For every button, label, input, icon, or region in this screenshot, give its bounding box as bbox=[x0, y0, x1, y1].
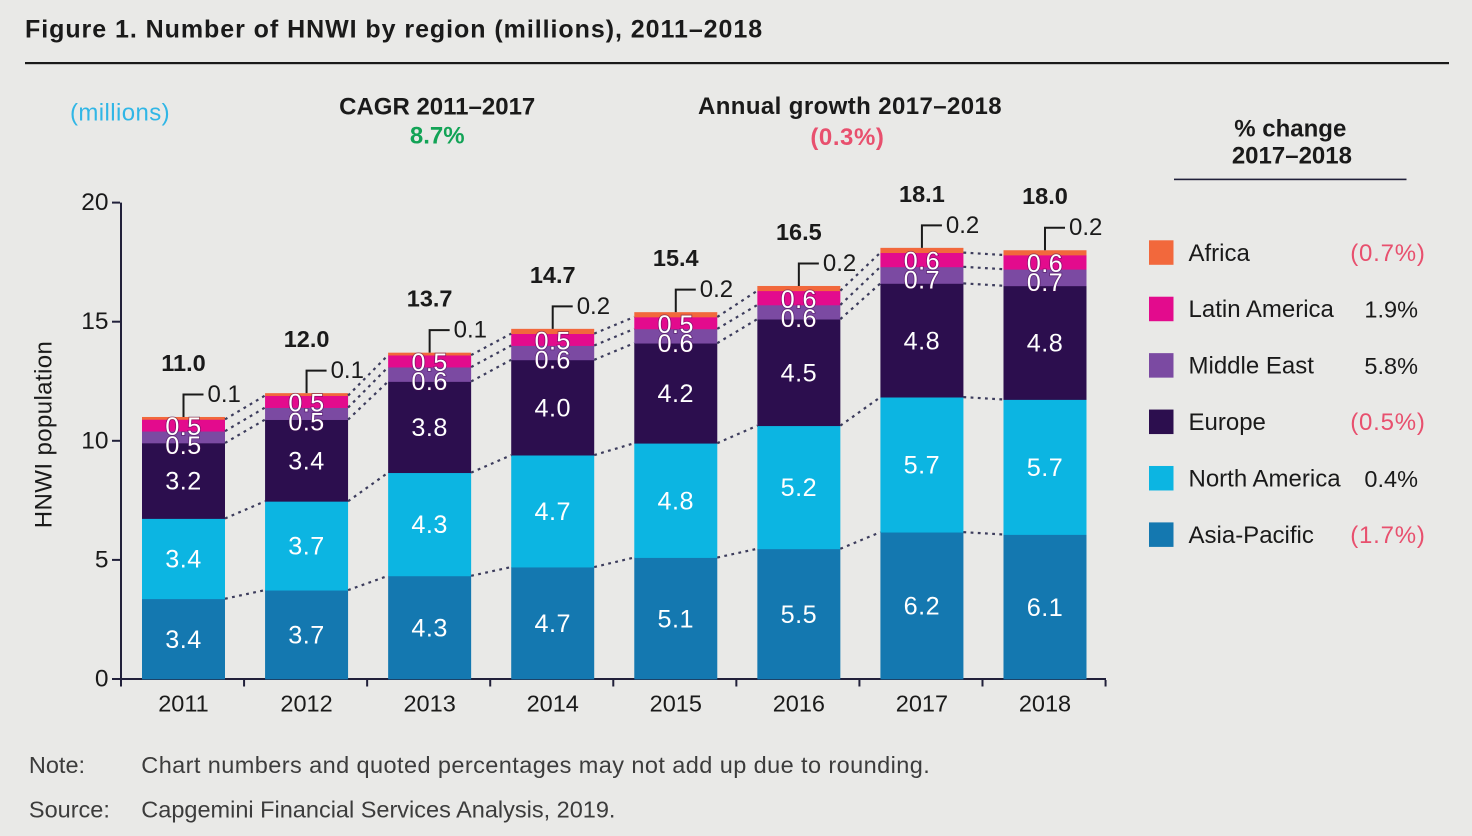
svg-text:(1.7%): (1.7%) bbox=[1350, 522, 1426, 549]
svg-text:18.1: 18.1 bbox=[899, 181, 945, 207]
svg-text:0.7: 0.7 bbox=[1027, 269, 1063, 297]
svg-text:0.4%: 0.4% bbox=[1364, 466, 1418, 492]
svg-text:4.7: 4.7 bbox=[534, 610, 571, 638]
svg-text:0.7: 0.7 bbox=[904, 267, 940, 295]
svg-text:(0.3%): (0.3%) bbox=[810, 124, 884, 151]
svg-text:18.0: 18.0 bbox=[1022, 183, 1068, 209]
svg-text:0.6: 0.6 bbox=[1027, 250, 1063, 278]
svg-text:4.5: 4.5 bbox=[781, 359, 818, 387]
svg-text:5.5: 5.5 bbox=[781, 601, 818, 629]
svg-text:2012: 2012 bbox=[280, 691, 332, 717]
svg-text:Source:: Source: bbox=[29, 797, 110, 823]
svg-text:13.7: 13.7 bbox=[407, 286, 453, 312]
svg-text:(0.5%): (0.5%) bbox=[1350, 409, 1426, 436]
svg-text:HNWI population: HNWI population bbox=[31, 341, 58, 528]
svg-text:5.7: 5.7 bbox=[904, 452, 941, 480]
svg-text:5: 5 bbox=[95, 546, 109, 573]
svg-text:16.5: 16.5 bbox=[776, 219, 822, 245]
svg-text:0.2: 0.2 bbox=[946, 212, 979, 239]
svg-text:(millions): (millions) bbox=[70, 100, 170, 127]
svg-text:6.2: 6.2 bbox=[904, 593, 941, 621]
svg-text:5.1: 5.1 bbox=[658, 605, 695, 633]
svg-text:3.4: 3.4 bbox=[165, 626, 202, 654]
svg-text:0: 0 bbox=[95, 666, 109, 693]
svg-text:1.9%: 1.9% bbox=[1364, 297, 1418, 323]
svg-text:0.6: 0.6 bbox=[781, 286, 817, 314]
svg-text:2014: 2014 bbox=[527, 691, 579, 717]
svg-text:0.2: 0.2 bbox=[823, 250, 856, 277]
svg-text:CAGR 2011–2017: CAGR 2011–2017 bbox=[339, 93, 535, 120]
svg-text:4.8: 4.8 bbox=[904, 327, 941, 355]
svg-text:0.5: 0.5 bbox=[412, 349, 448, 377]
svg-text:2018: 2018 bbox=[1019, 691, 1071, 717]
svg-text:10: 10 bbox=[81, 427, 108, 454]
svg-text:3.2: 3.2 bbox=[165, 468, 202, 496]
svg-text:0.1: 0.1 bbox=[331, 357, 364, 384]
svg-text:2017: 2017 bbox=[896, 691, 948, 717]
svg-text:4.8: 4.8 bbox=[658, 487, 695, 515]
svg-text:3.8: 3.8 bbox=[411, 414, 448, 442]
svg-text:4.2: 4.2 bbox=[658, 380, 695, 408]
svg-text:0.1: 0.1 bbox=[454, 317, 487, 344]
svg-text:0.2: 0.2 bbox=[1069, 214, 1102, 241]
svg-text:0.5: 0.5 bbox=[658, 311, 694, 339]
svg-text:Europe: Europe bbox=[1189, 409, 1266, 436]
svg-text:0.5: 0.5 bbox=[288, 409, 324, 437]
svg-text:4.3: 4.3 bbox=[411, 511, 448, 539]
svg-text:12.0: 12.0 bbox=[284, 326, 330, 352]
svg-text:Africa: Africa bbox=[1189, 240, 1251, 267]
svg-text:3.7: 3.7 bbox=[288, 622, 325, 650]
svg-text:Note:: Note: bbox=[29, 752, 85, 778]
svg-text:North America: North America bbox=[1189, 465, 1342, 492]
svg-text:5.8%: 5.8% bbox=[1364, 353, 1418, 379]
svg-text:2015: 2015 bbox=[650, 691, 702, 717]
svg-text:2016: 2016 bbox=[773, 691, 825, 717]
svg-text:3.7: 3.7 bbox=[288, 533, 325, 561]
svg-text:3.4: 3.4 bbox=[165, 546, 202, 574]
svg-text:5.2: 5.2 bbox=[781, 474, 818, 502]
svg-text:5.7: 5.7 bbox=[1027, 454, 1064, 482]
svg-text:0.6: 0.6 bbox=[535, 347, 571, 375]
svg-text:0.6: 0.6 bbox=[412, 368, 448, 396]
svg-text:0.5: 0.5 bbox=[165, 432, 201, 460]
svg-text:Annual growth 2017–2018: Annual growth 2017–2018 bbox=[698, 93, 1002, 120]
svg-text:Asia-Pacific: Asia-Pacific bbox=[1189, 522, 1314, 549]
svg-text:0.2: 0.2 bbox=[577, 293, 610, 320]
svg-text:Figure 1. Number of HNWI by re: Figure 1. Number of HNWI by region (mill… bbox=[25, 16, 763, 44]
svg-text:4.3: 4.3 bbox=[411, 614, 448, 642]
svg-text:20: 20 bbox=[81, 189, 108, 216]
svg-text:Middle East: Middle East bbox=[1189, 353, 1315, 380]
svg-text:Latin America: Latin America bbox=[1189, 296, 1335, 323]
svg-text:0.6: 0.6 bbox=[658, 330, 694, 358]
svg-text:15: 15 bbox=[81, 308, 108, 335]
svg-text:0.6: 0.6 bbox=[904, 248, 940, 276]
svg-text:(0.7%): (0.7%) bbox=[1350, 240, 1426, 267]
svg-text:0.6: 0.6 bbox=[781, 305, 817, 333]
svg-text:3.4: 3.4 bbox=[288, 447, 325, 475]
svg-text:11.0: 11.0 bbox=[161, 350, 205, 376]
svg-text:Chart numbers and quoted perce: Chart numbers and quoted percentages may… bbox=[141, 752, 930, 778]
svg-text:4.0: 4.0 bbox=[534, 394, 571, 422]
svg-text:2011: 2011 bbox=[158, 691, 209, 717]
svg-text:4.8: 4.8 bbox=[1027, 330, 1064, 358]
svg-text:4.7: 4.7 bbox=[534, 498, 571, 526]
svg-text:2013: 2013 bbox=[403, 691, 455, 717]
svg-text:8.7%: 8.7% bbox=[410, 123, 465, 150]
svg-text:Capgemini Financial Services A: Capgemini Financial Services Analysis, 2… bbox=[141, 797, 615, 823]
svg-text:6.1: 6.1 bbox=[1027, 594, 1064, 622]
svg-text:0.2: 0.2 bbox=[700, 276, 733, 303]
svg-text:% change: % change bbox=[1234, 116, 1346, 143]
svg-text:2017–2018: 2017–2018 bbox=[1232, 142, 1352, 169]
svg-text:14.7: 14.7 bbox=[530, 262, 576, 288]
svg-text:15.4: 15.4 bbox=[653, 245, 699, 271]
svg-text:0.1: 0.1 bbox=[208, 381, 241, 408]
svg-text:0.5: 0.5 bbox=[288, 390, 324, 418]
svg-text:0.5: 0.5 bbox=[165, 413, 201, 441]
svg-text:0.5: 0.5 bbox=[535, 328, 571, 356]
